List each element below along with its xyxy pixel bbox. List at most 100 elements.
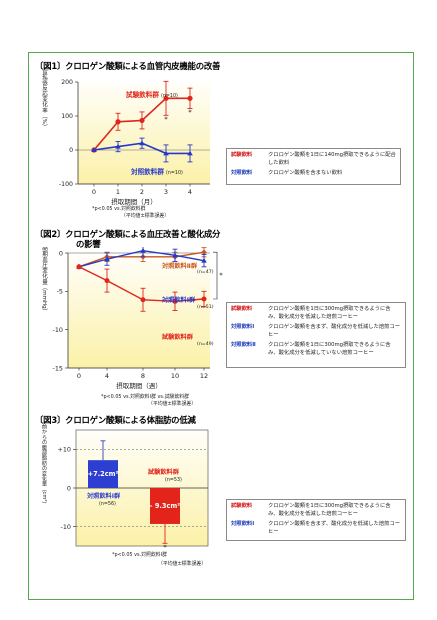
x-tick-label: 0 xyxy=(92,188,96,196)
y-tick-label: -15 xyxy=(53,364,63,372)
legend-text: クロロゲン酸類を含まず、酸化成分を低減した焙煎コーヒー xyxy=(268,521,401,535)
fig1-footnote: *p<0.05 vs.対照飲料群 xyxy=(92,206,146,212)
fig1-footnote-se: （平均値±標準誤差） xyxy=(121,213,170,219)
series-n: (n=10) xyxy=(166,170,183,176)
data-point xyxy=(139,140,145,146)
y-axis-title: 血管拡張反応変化率（%） xyxy=(41,70,48,129)
series-n: (n=47) xyxy=(197,269,214,275)
legend-row: 試験飲料 クロロゲン酸類を1日に300mg摂取できるように含み、酸化成分を低減した… xyxy=(231,306,401,321)
x-tick-label: 12 xyxy=(200,372,208,380)
fig3-footnote-se: （平均値±標準誤差） xyxy=(158,561,207,567)
legend-key: 対照飲料Ⅱ xyxy=(231,342,256,349)
legend-text: クロロゲン酸類を含まない飲料 xyxy=(268,170,343,177)
y-tick-label: -10 xyxy=(53,326,63,334)
bar xyxy=(88,460,118,488)
category-n: (n=56) xyxy=(99,501,116,507)
series-n: (n=49) xyxy=(197,341,214,347)
legend-text: クロロゲン酸類を1日に140mg摂取できるように配合した飲料 xyxy=(268,152,396,166)
fig2-footnote: *p<0.05 vs.対照飲料Ⅰ群 vs.試験飲料群 xyxy=(101,394,189,400)
x-axis-title: 摂取期間（週） xyxy=(116,381,162,390)
x-tick-label: 8 xyxy=(141,372,145,380)
category-label: 対照飲料Ⅰ群 xyxy=(86,492,121,500)
data-point xyxy=(139,117,145,124)
fig1-title: 〔図1〕クロロゲン酸類による血管内皮機能の改善 xyxy=(35,61,221,71)
legend-row: 試験飲料 クロロゲン酸類を1日に140mg摂取できるように配合した飲料 xyxy=(231,152,396,167)
series-label: 試験飲料群 xyxy=(126,90,159,99)
legend-text: クロロゲン酸類を1日に300mg摂取できるように含み、酸化成分を低減した焙煎コー… xyxy=(268,306,391,320)
data-point xyxy=(115,119,121,125)
y-axis-title: 12週間継続飲用後、摂取前からの腹部脂肪の変化量（cm²） xyxy=(41,424,47,507)
y-axis-title: 収縮期血圧変化量（mmHg） xyxy=(41,247,48,314)
x-tick-label: 2 xyxy=(140,188,144,196)
legend-key: 対照飲料Ⅰ xyxy=(231,324,255,331)
series-label: 試験飲料群 xyxy=(162,333,194,341)
legend-text: クロロゲン酸類を1日に300mg摂取できるように含み、酸化成分を低減していない焙… xyxy=(268,342,391,356)
series-label: 対照飲料Ⅰ群 xyxy=(161,296,196,304)
x-tick-label: 10 xyxy=(171,372,179,380)
data-point xyxy=(91,147,97,152)
bar xyxy=(150,488,180,524)
y-tick-label: -5 xyxy=(57,288,63,296)
legend-row: 試験飲料 クロロゲン酸類を1日に300mg摂取できるように含み、酸化成分を低減した… xyxy=(231,503,401,518)
legend-key: 対照飲料 xyxy=(231,170,253,177)
data-point xyxy=(104,256,110,262)
fig3-chart: +10 0 -10 12週間継続飲用後、摂取前からの腹部脂肪の変化量（cm²） +7.2… xyxy=(41,424,209,551)
bar-value-label: - 9.3cm² xyxy=(150,502,180,510)
data-point xyxy=(76,264,82,270)
data-point xyxy=(201,257,207,263)
fig1-chart: -100 0 100 200 0 1 2 3 4 摂取期間（月） 血管拡張反応変化率（%） 試験飲料群… xyxy=(41,70,210,206)
series-n: (n=51) xyxy=(197,304,214,310)
x-tick-label: 1 xyxy=(116,188,120,196)
y-tick-label: 100 xyxy=(61,113,73,120)
legend-row: 対照飲料Ⅰ クロロゲン酸類を含まず、酸化成分を低減した焙煎コーヒー xyxy=(231,324,401,339)
x-tick-label: 3 xyxy=(164,188,168,196)
fig2-legend: 試験飲料 クロロゲン酸類を1日に300mg摂取できるように含み、酸化成分を低減した… xyxy=(226,302,406,368)
fig3-title: 〔図3〕クロロゲン酸類による体脂肪の低減 xyxy=(35,415,196,425)
significance-marker: * xyxy=(164,115,168,123)
y-tick-label: 0 xyxy=(59,249,63,257)
y-tick-label: 200 xyxy=(61,79,73,86)
data-point xyxy=(187,150,193,156)
data-point xyxy=(140,297,146,303)
significance-marker: * xyxy=(219,272,223,280)
fig3-legend: 試験飲料 クロロゲン酸類を1日に300mg摂取できるように含み、酸化成分を低減した… xyxy=(226,499,406,541)
significance-bracket xyxy=(213,251,218,300)
legend-row: 対照飲料Ⅰ クロロゲン酸類を含まず、酸化成分を低減した焙煎コーヒー xyxy=(231,521,401,536)
y-tick-label: 0 xyxy=(69,147,73,154)
y-tick-label: 0 xyxy=(67,484,71,492)
data-point xyxy=(201,249,207,256)
fig2-footnote-se: （平均値±標準誤差） xyxy=(148,401,197,407)
legend-key: 試験飲料 xyxy=(231,306,253,312)
category-label: 試験飲料群 xyxy=(148,468,180,476)
y-tick-label: +10 xyxy=(58,446,72,454)
data-point xyxy=(201,296,207,302)
data-point xyxy=(104,278,110,284)
y-tick-label: -100 xyxy=(59,181,73,188)
fig2-title-line2: の影響 xyxy=(76,239,101,249)
x-tick-label: 4 xyxy=(188,188,192,196)
legend-text: クロロゲン酸類を1日に300mg摂取できるように含み、酸化成分を低減した焙煎コー… xyxy=(268,503,391,517)
series-label: 対照飲料群 xyxy=(130,167,164,176)
data-point xyxy=(172,298,178,304)
fig2-title-line1: 〔図2〕クロロゲン酸類による血圧改善と酸化成分 xyxy=(35,229,221,239)
legend-key: 試験飲料 xyxy=(231,152,253,158)
page-border xyxy=(28,52,414,600)
legend-row: 対照飲料Ⅱ クロロゲン酸類を1日に300mg摂取できるように含み、酸化成分を低減し… xyxy=(231,342,401,357)
data-point xyxy=(187,95,193,101)
series-label: 対照飲料Ⅱ群 xyxy=(161,262,198,270)
y-tick-label: -10 xyxy=(61,523,71,531)
category-n: (n=53) xyxy=(165,477,182,483)
x-tick-label: 4 xyxy=(105,372,109,380)
plot-area xyxy=(68,253,210,368)
significance-marker: * xyxy=(188,109,192,117)
data-point xyxy=(172,252,178,258)
x-tick-label: 0 xyxy=(77,372,81,380)
data-point xyxy=(115,143,121,149)
legend-text: クロロゲン酸類を含まず、酸化成分を低減した焙煎コーヒー xyxy=(268,324,401,338)
data-point xyxy=(140,247,146,253)
significance-marker: * xyxy=(163,543,167,551)
data-point xyxy=(163,95,169,101)
fig1-legend: 試験飲料 クロロゲン酸類を1日に140mg摂取できるように配合した飲料 対照飲料 ク… xyxy=(226,148,401,185)
series-n: (n=10) xyxy=(161,93,178,99)
